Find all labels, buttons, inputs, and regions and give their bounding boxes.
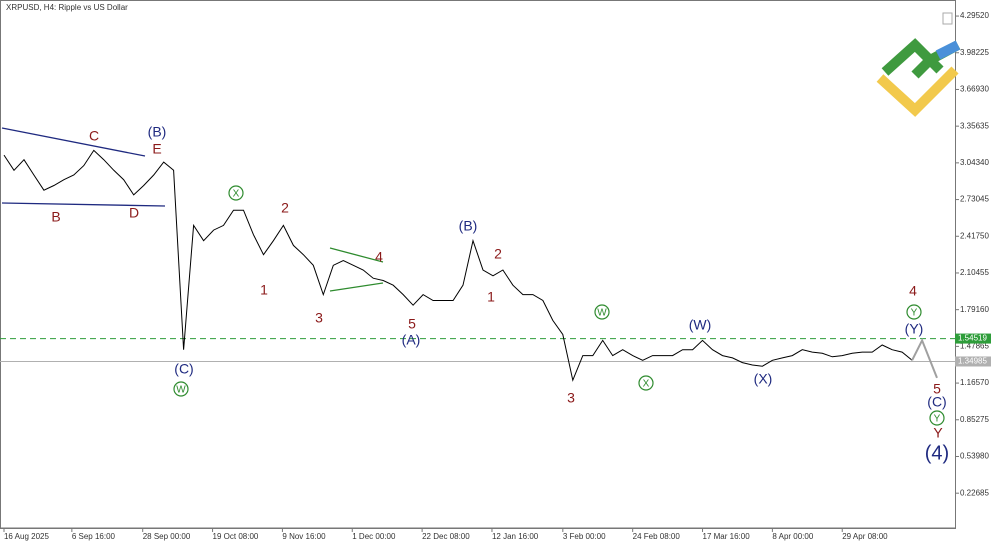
logo — [876, 38, 961, 117]
wave-label: E — [152, 141, 161, 157]
wave-label: X — [233, 189, 240, 200]
wave-label: (W) — [689, 317, 712, 333]
label-circle — [173, 381, 189, 397]
trend-lines — [1, 127, 384, 292]
trend-line — [1, 127, 146, 157]
y-tick-label: 1.16570 — [960, 378, 989, 387]
wave-label: Y — [934, 414, 941, 425]
wave-label: 3 — [315, 310, 323, 326]
wave-label: 4 — [909, 283, 917, 299]
y-tick-label: 2.10455 — [960, 268, 989, 277]
x-tick-label: 3 Feb 00:00 — [563, 532, 606, 541]
wave-label: 3 — [567, 390, 575, 406]
icon — [942, 12, 953, 25]
label-circle — [228, 185, 244, 201]
trend-line — [329, 282, 384, 292]
wave-label: X — [643, 379, 650, 390]
y-tick-label: 3.98225 — [960, 48, 989, 57]
logo-shape — [935, 40, 961, 60]
y-tick-label: 0.22685 — [960, 488, 989, 497]
wave-label: 5 — [408, 316, 416, 332]
price-line — [3, 149, 913, 382]
price-line — [911, 337, 938, 379]
x-tick-label: 16 Aug 2025 — [4, 532, 49, 541]
wave-label: (B) — [459, 218, 478, 234]
y-tick-label: 3.04340 — [960, 158, 989, 167]
x-tick-label: 28 Sep 00:00 — [143, 532, 191, 541]
wave-label: 2 — [494, 246, 502, 262]
x-tick-label: 8 Apr 00:00 — [772, 532, 813, 541]
trend-line — [329, 247, 384, 263]
wave-label: Y — [911, 308, 918, 319]
x-tick-label: 29 Apr 08:00 — [842, 532, 888, 541]
x-tick-label: 9 Nov 16:00 — [282, 532, 326, 541]
wave-label: 4 — [375, 249, 383, 265]
y-tick-label: 3.66930 — [960, 85, 989, 94]
y-tick-label: 0.53980 — [960, 452, 989, 461]
wave-label: (4) — [925, 442, 949, 464]
price-tag — [955, 356, 991, 367]
price-tag — [955, 333, 991, 344]
y-tick-label: 2.73045 — [960, 195, 989, 204]
wave-label: (C) — [174, 361, 193, 377]
wave-label: 2 — [281, 200, 289, 216]
y-tick-label: 2.41750 — [960, 231, 989, 240]
wave-label: C — [89, 128, 99, 144]
y-tick-label: 1.47865 — [960, 341, 989, 350]
label-circle — [594, 304, 610, 320]
wave-label: D — [129, 205, 139, 221]
x-tick-label: 24 Feb 08:00 — [633, 532, 681, 541]
x-tick-label: 12 Jan 16:00 — [492, 532, 539, 541]
wave-label: W — [176, 385, 186, 396]
y-tick-label: 0.85275 — [960, 415, 989, 424]
wave-label: (Y) — [905, 321, 924, 337]
logo-shape — [876, 66, 959, 117]
y-tick-label: 4.29520 — [960, 11, 989, 20]
x-tick-label: 17 Mar 16:00 — [703, 532, 751, 541]
trend-line — [1, 202, 166, 207]
x-tick-label: 6 Sep 16:00 — [72, 532, 116, 541]
price-tag-label: 1.34985 — [958, 357, 987, 366]
wave-label: 1 — [487, 289, 495, 305]
plot-frame — [0, 0, 956, 529]
x-tick-label: 19 Oct 08:00 — [213, 532, 259, 541]
y-tick-label: 1.79160 — [960, 305, 989, 314]
wave-label: 1 — [260, 282, 268, 298]
x-tick-label: 1 Dec 00:00 — [352, 532, 396, 541]
label-circle — [929, 410, 945, 426]
x-tick-label: 22 Dec 08:00 — [422, 532, 470, 541]
wave-label: Y — [933, 425, 943, 441]
wave-label: W — [597, 308, 607, 319]
wave-label: (X) — [754, 371, 773, 387]
y-tick-label: 3.35635 — [960, 121, 989, 130]
wave-label: (C) — [927, 394, 946, 410]
wave-label: (A) — [402, 332, 421, 348]
price-tag-label: 1.54519 — [958, 334, 987, 343]
wave-label: (B) — [148, 124, 167, 140]
label-circle — [638, 375, 654, 391]
wave-label: B — [51, 209, 60, 225]
chart-title: XRPUSD, H4: Ripple vs US Dollar — [6, 3, 128, 12]
label-circle — [906, 304, 922, 320]
wave-label: 5 — [933, 381, 941, 397]
